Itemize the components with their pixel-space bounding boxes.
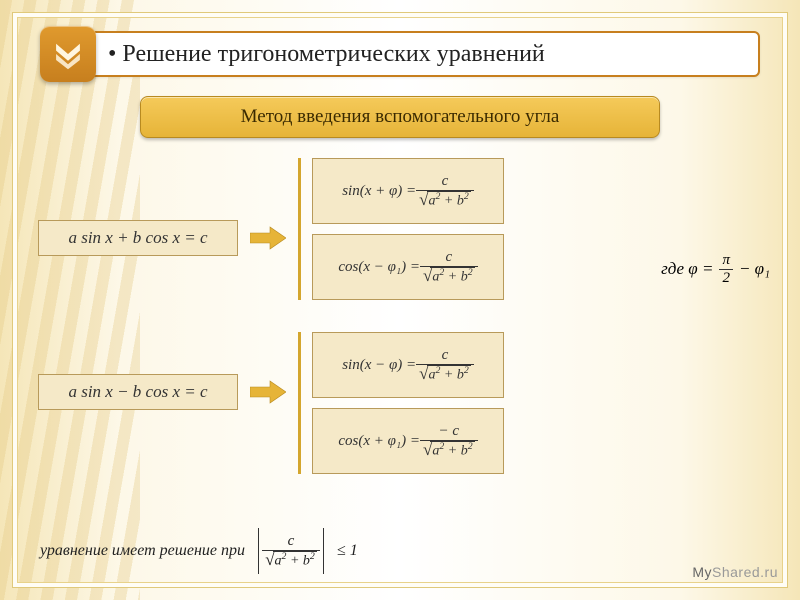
equation-right-3: sin(x − φ) = c √a2 + b2 xyxy=(312,332,504,398)
equation-right-2: cos(x − φ₁) = c √a2 + b2 xyxy=(312,234,504,300)
solvability-condition: уравнение имеет решение при c √a2 + b2 ≤… xyxy=(40,528,358,574)
equation-right-4: cos(x + φ₁) = − c √a2 + b2 xyxy=(312,408,504,474)
phi-suffix: − φ₁ xyxy=(739,259,770,279)
eq-left1-text: a sin x + b cos x = c xyxy=(68,228,207,248)
watermark: MyShared.ru xyxy=(692,564,778,580)
equation-left-1: a sin x + b cos x = c xyxy=(38,220,238,256)
chevron-down-icon xyxy=(51,37,85,71)
arrow-icon-1 xyxy=(250,226,286,250)
title-row: • Решение тригонометрических уравнений xyxy=(40,28,760,80)
subtitle-text: Метод введения вспомогательного угла xyxy=(241,106,560,128)
divider-line-1 xyxy=(298,158,301,300)
chevron-badge xyxy=(40,26,96,82)
content-area: a sin x + b cos x = c a sin x − b cos x … xyxy=(28,150,772,520)
page-title: Решение тригонометрических уравнений xyxy=(122,41,544,67)
title-bar: • Решение тригонометрических уравнений xyxy=(90,31,760,77)
phi-prefix: где φ = xyxy=(661,259,713,279)
equation-right-1: sin(x + φ) = c √a2 + b2 xyxy=(312,158,504,224)
arrow-icon-2 xyxy=(250,380,286,404)
divider-line-2 xyxy=(298,332,301,474)
condition-text: уравнение имеет решение при xyxy=(40,542,245,560)
le-one: ≤ 1 xyxy=(337,542,358,560)
eq-left2-text: a sin x − b cos x = c xyxy=(68,382,207,402)
subtitle-bar: Метод введения вспомогательного угла xyxy=(140,96,660,138)
equation-left-2: a sin x − b cos x = c xyxy=(38,374,238,410)
phi-relation: где φ = π 2 − φ₁ xyxy=(661,252,770,286)
